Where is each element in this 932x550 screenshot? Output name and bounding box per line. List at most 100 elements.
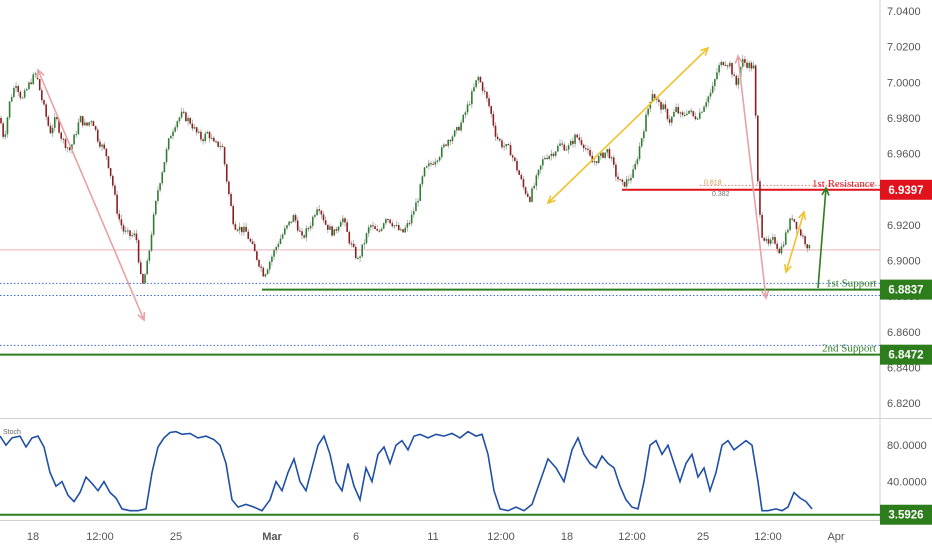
time-tick-label: 11	[427, 531, 438, 543]
time-tick-label: 25	[170, 531, 182, 543]
candle-body	[393, 225, 396, 227]
time-tick-label: 18	[561, 531, 573, 543]
candle-body	[103, 144, 105, 149]
candle-body	[28, 82, 30, 90]
candle-body	[150, 234, 153, 251]
candle-body	[241, 226, 243, 233]
candle-body	[557, 145, 559, 152]
fib-382-label: 0.382	[712, 191, 730, 198]
candle-body	[217, 141, 219, 147]
candle-body	[230, 194, 232, 207]
candle-body	[380, 228, 383, 231]
candle-body	[361, 244, 363, 257]
yellow-arrow-rise-head	[700, 46, 710, 56]
candle-body	[464, 112, 467, 115]
candle-body	[372, 225, 374, 227]
candle-body	[77, 122, 80, 135]
candle-body	[137, 240, 140, 263]
candle-body	[589, 149, 591, 156]
candle-body	[477, 77, 480, 81]
candle-body	[359, 256, 361, 258]
candle-body	[679, 112, 682, 114]
time-tick-label: 12:00	[487, 531, 515, 543]
candle-body	[161, 172, 164, 184]
time-tick-label: 12:00	[618, 531, 646, 543]
candle-body	[284, 228, 286, 235]
candle-body	[436, 160, 439, 162]
candle-body	[791, 218, 793, 220]
candle-body	[664, 104, 667, 109]
candle-body	[780, 246, 783, 254]
candle-body	[741, 59, 744, 67]
candle-body	[202, 139, 204, 142]
price-tick-label: 6.9600	[887, 149, 921, 161]
candle-body	[705, 102, 707, 107]
candle-body	[118, 213, 121, 220]
candle-body	[593, 161, 596, 163]
candle-body	[23, 90, 26, 98]
candle-body	[88, 122, 90, 126]
candle-body	[99, 141, 101, 147]
candle-body	[716, 72, 718, 80]
candle-body	[425, 166, 428, 168]
candle-body	[561, 143, 563, 145]
candle-body	[471, 91, 473, 105]
candle-body	[84, 122, 86, 126]
level-price-badge-text: 6.9397	[888, 185, 923, 197]
candle-body	[662, 104, 664, 110]
candle-body	[187, 117, 189, 122]
candle-body	[114, 185, 116, 195]
candle-body	[769, 239, 772, 244]
candle-body	[225, 164, 228, 182]
yellow-arrow-rise	[547, 47, 709, 204]
level-label: 2nd Support	[822, 343, 876, 355]
candle-body	[62, 138, 65, 140]
candle-body	[208, 132, 211, 139]
candle-body	[348, 231, 351, 244]
price-tick-label: 6.9000	[887, 256, 921, 268]
candle-body	[720, 62, 723, 66]
candle-body	[19, 91, 22, 98]
candle-body	[15, 86, 17, 89]
candle-body	[58, 119, 60, 133]
candle-body	[365, 233, 368, 244]
time-tick-label: 18	[27, 531, 39, 543]
candle-body	[757, 115, 759, 182]
candle-body	[696, 118, 699, 120]
candle-body	[559, 143, 561, 146]
candle-body	[339, 222, 342, 227]
candle-body	[501, 140, 503, 148]
candle-body	[320, 210, 323, 215]
candle-body	[357, 257, 359, 259]
level-label: 1st Resistance	[812, 178, 875, 190]
candle-body	[122, 225, 125, 232]
candle-body	[152, 214, 155, 235]
candle-body	[346, 222, 348, 232]
candle-body	[75, 134, 78, 136]
candle-body	[400, 229, 402, 231]
candle-body	[344, 218, 346, 223]
candle-body	[17, 86, 19, 92]
pink-arrow-drop-head	[734, 54, 743, 64]
candle-body	[617, 176, 619, 180]
candle-body	[802, 235, 804, 237]
drawings-layer	[36, 46, 830, 322]
candle-body	[701, 111, 703, 113]
candle-body	[688, 110, 690, 114]
candle-body	[311, 216, 314, 226]
candle-body	[41, 90, 43, 101]
candle-body	[307, 228, 310, 230]
candle-body	[92, 121, 95, 127]
candle-body	[413, 211, 415, 215]
candle-body	[139, 262, 142, 275]
level-label: 1st Support	[826, 278, 876, 290]
candle-body	[481, 82, 484, 91]
time-tick-label: 12:00	[754, 531, 782, 543]
candle-body	[569, 140, 572, 146]
candle-body	[763, 237, 766, 241]
candle-body	[494, 125, 497, 137]
candle-body	[533, 185, 535, 189]
candle-body	[2, 123, 4, 137]
candle-body	[406, 223, 409, 228]
